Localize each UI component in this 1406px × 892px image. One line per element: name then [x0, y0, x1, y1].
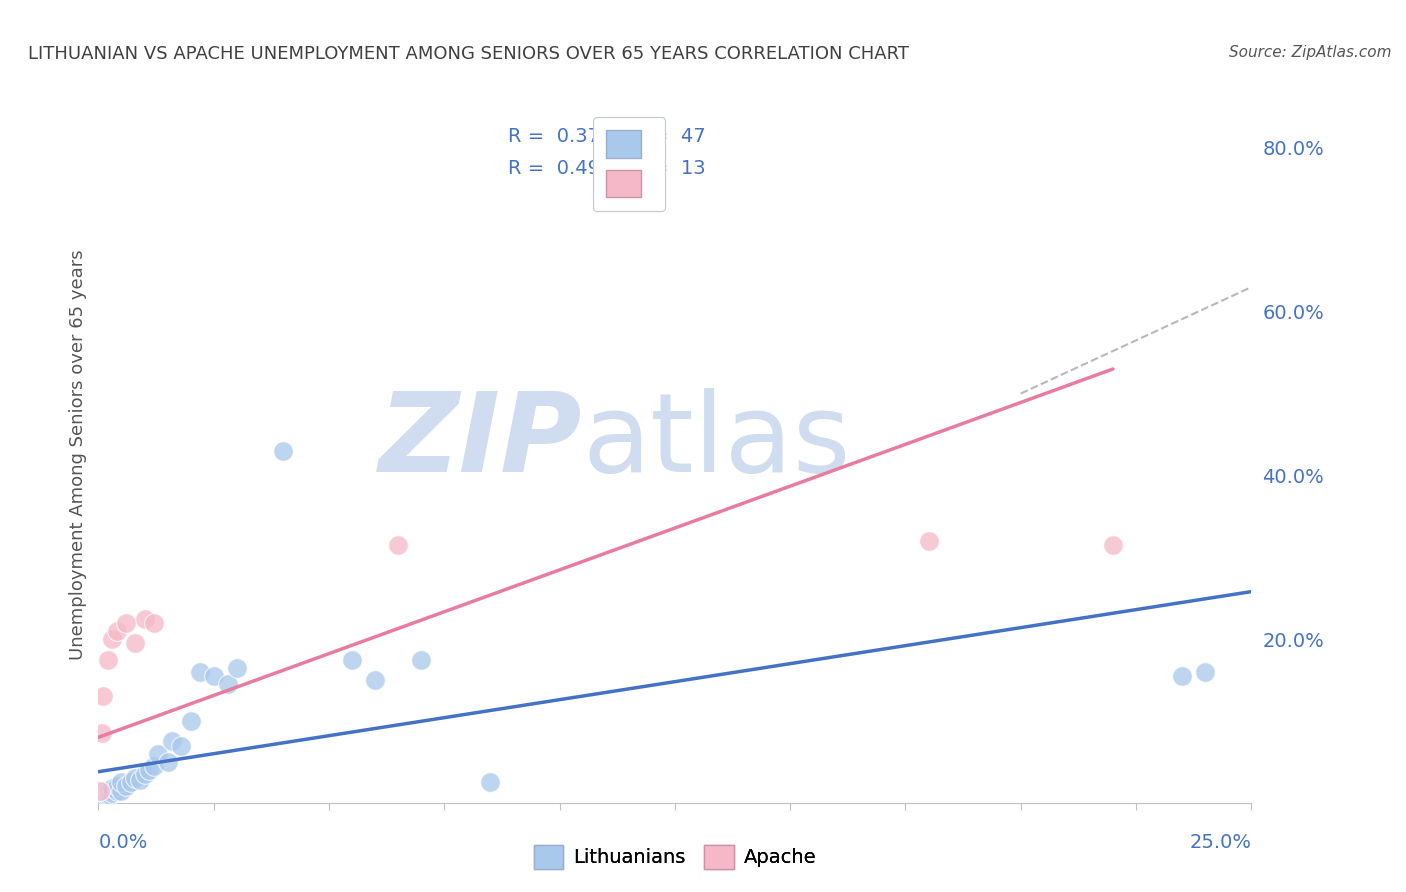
Point	[105, 780, 128, 794]
Point	[90, 789, 112, 804]
Point	[101, 780, 124, 795]
Point	[479, 775, 502, 789]
Point	[98, 783, 121, 797]
Point	[89, 791, 111, 805]
Point	[93, 788, 115, 802]
Point	[110, 775, 132, 789]
Text: ZIP: ZIP	[380, 387, 582, 494]
Point	[97, 788, 120, 802]
Point	[225, 661, 247, 675]
Point	[97, 786, 120, 800]
Text: LITHUANIAN VS APACHE UNEMPLOYMENT AMONG SENIORS OVER 65 YEARS CORRELATION CHART: LITHUANIAN VS APACHE UNEMPLOYMENT AMONG …	[28, 45, 910, 62]
Point	[1171, 669, 1194, 683]
Point	[93, 789, 115, 804]
Point	[160, 734, 183, 748]
Point	[148, 747, 170, 761]
Point	[100, 788, 122, 802]
Point	[387, 538, 409, 552]
Text: 25.0%: 25.0%	[1189, 833, 1251, 853]
Point	[170, 739, 193, 753]
Point	[1102, 538, 1125, 552]
Point	[91, 788, 114, 802]
Point	[202, 669, 225, 683]
Legend: Lithuanians, Apache: Lithuanians, Apache	[526, 838, 824, 877]
Point	[97, 783, 120, 797]
Point	[188, 665, 211, 679]
Point	[105, 783, 128, 797]
Point	[340, 652, 363, 666]
Text: 0.0%: 0.0%	[98, 833, 148, 853]
Text: R =  0.377   N =  47: R = 0.377 N = 47	[508, 127, 706, 145]
Point	[96, 786, 118, 800]
Point	[97, 652, 120, 666]
Point	[917, 533, 939, 548]
Point	[105, 624, 128, 638]
Point	[364, 673, 387, 687]
Point	[94, 783, 117, 797]
Point	[91, 790, 114, 805]
Point	[120, 775, 142, 789]
Text: R =  0.499   N =  13: R = 0.499 N = 13	[508, 159, 706, 178]
Point	[180, 714, 202, 728]
Point	[89, 783, 111, 797]
Point	[411, 652, 433, 666]
Point	[124, 771, 146, 785]
Point	[217, 677, 239, 691]
Point	[1194, 665, 1216, 679]
Point	[94, 788, 117, 802]
Point	[94, 786, 117, 800]
Point	[101, 786, 124, 800]
Point	[138, 763, 160, 777]
Point	[101, 632, 124, 646]
Point	[142, 759, 165, 773]
Point	[134, 612, 156, 626]
Point	[115, 780, 138, 794]
Point	[271, 443, 294, 458]
Y-axis label: Unemployment Among Seniors over 65 years: Unemployment Among Seniors over 65 years	[69, 250, 87, 660]
Point	[156, 755, 179, 769]
Point	[115, 615, 138, 630]
Point	[96, 789, 118, 804]
Point	[110, 783, 132, 797]
Point	[91, 726, 114, 740]
Point	[134, 767, 156, 781]
Point	[129, 772, 152, 787]
Point	[124, 636, 146, 650]
Point	[91, 786, 114, 800]
Point	[91, 690, 114, 704]
Text: atlas: atlas	[582, 387, 851, 494]
Point	[142, 615, 165, 630]
Point	[101, 783, 124, 797]
Text: Source: ZipAtlas.com: Source: ZipAtlas.com	[1229, 45, 1392, 60]
